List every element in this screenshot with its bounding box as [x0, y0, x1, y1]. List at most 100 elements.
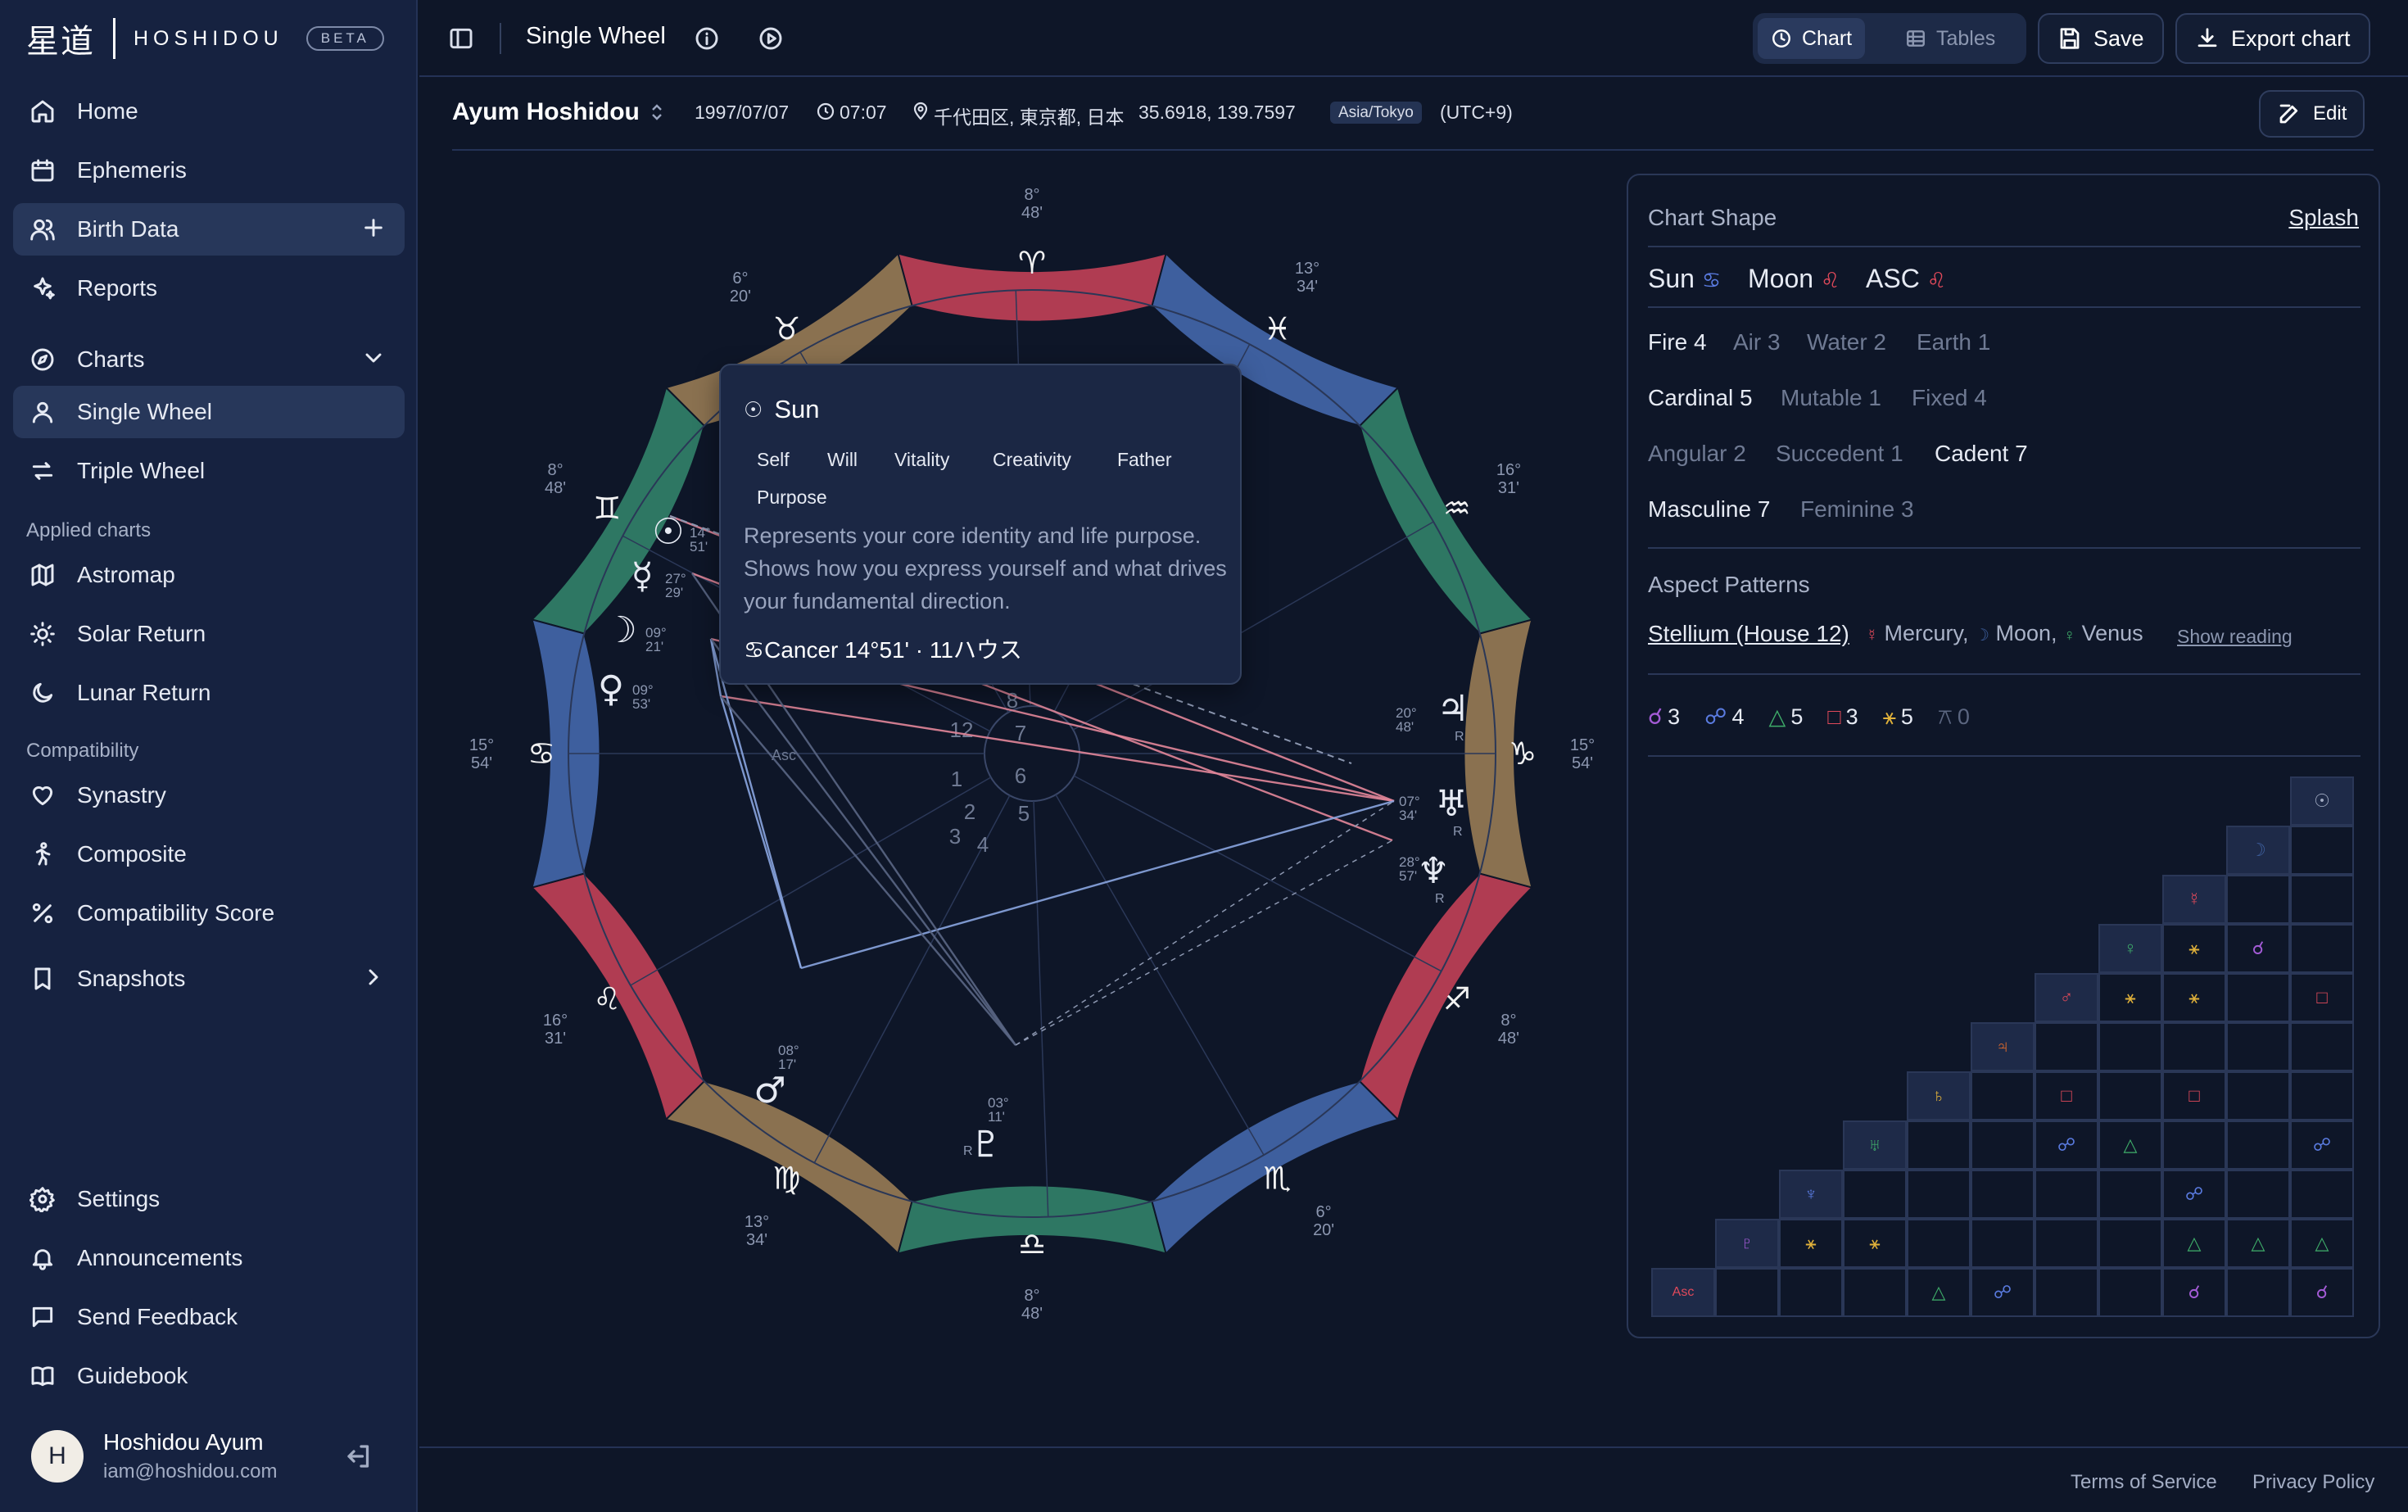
- zodiac-sign-icon: ♒: [1443, 491, 1471, 527]
- aspect-grid-planet-icon: Asc: [1651, 1268, 1715, 1317]
- aspect-grid-cell: [2226, 1071, 2290, 1120]
- sun-icon: ☉: [744, 396, 763, 422]
- neptune-icon: ♆: [1417, 850, 1449, 892]
- planet-minute: 51': [690, 539, 708, 555]
- modality-cardinal: Cardinal 5: [1648, 385, 1753, 410]
- asc-label: Asc: [772, 747, 796, 763]
- aspect-grid-cell: [2290, 826, 2354, 875]
- compass-icon: [26, 343, 59, 376]
- save-button[interactable]: Save: [2038, 13, 2164, 64]
- planet-minute: 57': [1399, 868, 1417, 884]
- sidebar: 星道 HOSHIDOU BETA Home Ephemeris Birth Da…: [0, 0, 418, 1512]
- house-number: 1: [951, 767, 962, 791]
- aspect-count: ⚹ 5: [1882, 704, 1913, 729]
- natal-chart-wheel[interactable]: ♌♍♎♏♐♑♒♓♈♉♊♋15°54'16°31'13°34'8°48'6°20'…: [442, 164, 1622, 1343]
- sidebar-item-triple-wheel[interactable]: Triple Wheel: [13, 445, 405, 497]
- sidebar-item-synastry[interactable]: Synastry: [13, 769, 405, 822]
- aspect-grid-cell: △: [1907, 1268, 1971, 1317]
- user-card[interactable]: H Hoshidou Ayum iam@hoshidou.com: [31, 1429, 277, 1483]
- sidebar-item-composite[interactable]: Composite: [13, 828, 405, 880]
- sidebar-item-charts[interactable]: Charts: [13, 333, 405, 386]
- aspect-counts: ☌ 3 ☍ 4 △ 5 □ 3 ⚹ 5 ⚻ 0: [1648, 704, 1970, 731]
- tab-chart[interactable]: Chart: [1758, 18, 1866, 59]
- aspect-grid-planet-icon: ☿: [2162, 875, 2226, 924]
- user-icon: [26, 396, 59, 428]
- sun-icon: ☉: [652, 511, 684, 553]
- chevron-down-icon[interactable]: [360, 345, 390, 374]
- tab-tables[interactable]: Tables: [1892, 18, 2008, 59]
- logout-icon[interactable]: [344, 1442, 377, 1474]
- birth-time: 07:07: [840, 102, 887, 123]
- aspect-grid-planet-icon: ♀: [2098, 924, 2162, 973]
- chevron-right-icon[interactable]: [360, 964, 390, 994]
- privacy-link[interactable]: Privacy Policy: [2252, 1471, 2375, 1493]
- coordinates: 35.6918, 139.7597: [1138, 102, 1296, 123]
- sidebar-item-astromap[interactable]: Astromap: [13, 549, 405, 601]
- info-icon[interactable]: [690, 21, 724, 56]
- aspect-patterns-label: Aspect Patterns: [1648, 572, 1810, 597]
- polarity-masculine: Masculine 7: [1648, 496, 1771, 522]
- sidebar-item-birth-data[interactable]: Birth Data: [13, 203, 405, 256]
- cancer-icon: ♋: [1701, 268, 1722, 292]
- sidebar-item-guidebook[interactable]: Guidebook: [13, 1350, 405, 1402]
- aspect-grid-cell: [2226, 875, 2290, 924]
- polarity-feminine: Feminine 3: [1800, 496, 1914, 522]
- house-number: 3: [949, 824, 961, 849]
- play-icon[interactable]: [754, 21, 788, 56]
- moon-icon: [26, 677, 59, 709]
- cusp-degree: 15°: [469, 736, 494, 754]
- edit-button[interactable]: Edit: [2259, 90, 2365, 138]
- aspect-grid-cell: [2290, 1170, 2354, 1219]
- sidebar-item-snapshots[interactable]: Snapshots: [13, 953, 405, 1005]
- aspect-grid-cell: ☌: [2290, 1268, 2354, 1317]
- stellium-link[interactable]: Stellium (House 12): [1648, 621, 1849, 646]
- house-succedent: Succedent 1: [1776, 441, 1903, 466]
- zodiac-sign-icon: ♓: [1263, 310, 1291, 346]
- retrograde-mark: R: [963, 1144, 973, 1158]
- sidebar-item-announcements[interactable]: Announcements: [13, 1232, 405, 1284]
- cusp-minute: 31': [1498, 479, 1519, 497]
- sidebar-item-send-feedback[interactable]: Send Feedback: [13, 1291, 405, 1343]
- cusp-degree: 8°: [1024, 186, 1039, 204]
- person-walk-icon: [26, 838, 59, 871]
- chart-shape-value[interactable]: Splash: [2288, 205, 2359, 230]
- aspect-grid-cell: [1715, 1268, 1779, 1317]
- plus-icon[interactable]: [360, 215, 390, 244]
- sidebar-item-compatibility-score[interactable]: Compatibility Score: [13, 887, 405, 939]
- divider: [1648, 246, 2360, 247]
- sidebar-item-label: Composite: [77, 841, 187, 867]
- divider: [1648, 306, 2360, 308]
- footer: Terms of Service Privacy Policy: [419, 1446, 2408, 1512]
- aspect-grid-cell: [1971, 1170, 2035, 1219]
- sidebar-item-settings[interactable]: Settings: [13, 1173, 405, 1225]
- sidebar-toggle-icon[interactable]: [444, 21, 478, 56]
- sidebar-item-reports[interactable]: Reports: [13, 262, 405, 315]
- aspect-glyph-icon: ☌: [1648, 704, 1663, 729]
- show-reading-link[interactable]: Show reading: [2177, 626, 2293, 647]
- gear-icon: [26, 1183, 59, 1215]
- zodiac-sign-icon: ♈: [1018, 245, 1046, 281]
- house-number: 5: [1018, 801, 1030, 826]
- brand-logo[interactable]: 星道 HOSHIDOU BETA: [26, 16, 384, 61]
- sidebar-item-label: Compatibility Score: [77, 900, 275, 926]
- sidebar-item-single-wheel[interactable]: Single Wheel: [13, 386, 405, 438]
- cusp-degree: 15°: [1570, 736, 1595, 754]
- sidebar-item-ephemeris[interactable]: Ephemeris: [13, 144, 405, 197]
- sidebar-item-label: Solar Return: [77, 621, 206, 646]
- aspect-glyph-icon: ⚻: [1937, 704, 1953, 729]
- terms-link[interactable]: Terms of Service: [2071, 1471, 2217, 1493]
- sidebar-item-lunar-return[interactable]: Lunar Return: [13, 667, 405, 719]
- sidebar-item-solar-return[interactable]: Solar Return: [13, 608, 405, 660]
- aspect-grid-cell: △: [2290, 1219, 2354, 1268]
- moon-icon: ☽: [1975, 627, 1989, 645]
- profile-name[interactable]: Ayum Hoshidou: [452, 98, 640, 125]
- zodiac-sign-icon: ♊: [593, 491, 621, 527]
- aspect-grid-cell: ⚹: [2098, 973, 2162, 1022]
- cusp-minute: 34': [1297, 278, 1318, 296]
- export-chart-button[interactable]: Export chart: [2175, 13, 2370, 64]
- retrograde-mark: R: [1455, 730, 1464, 744]
- chevron-updown-icon[interactable]: [647, 100, 667, 129]
- cusp-degree: 8°: [1024, 1287, 1039, 1305]
- aspect-line: [719, 695, 803, 969]
- sidebar-item-home[interactable]: Home: [13, 85, 405, 138]
